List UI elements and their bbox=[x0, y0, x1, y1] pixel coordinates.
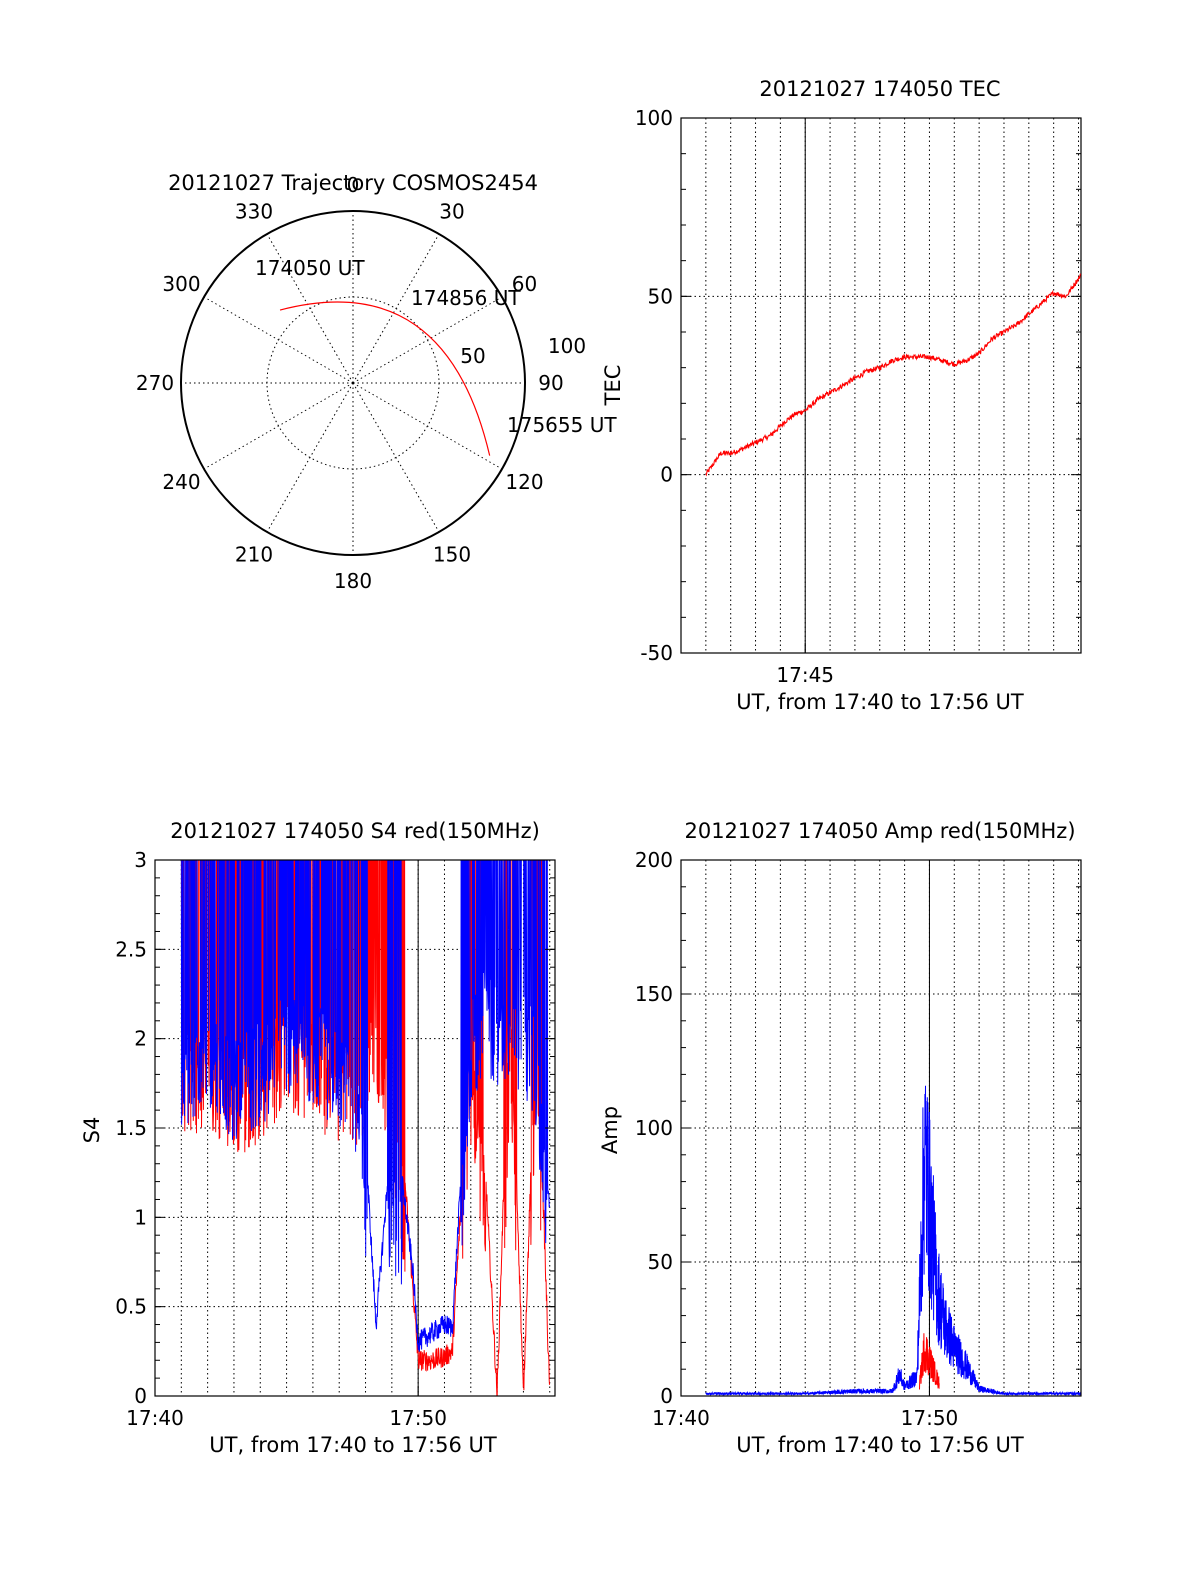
amp-series-line bbox=[919, 1333, 940, 1390]
amp-ylabel: Amp bbox=[598, 1106, 622, 1154]
amp-title: 20121027 174050 Amp red(150MHz) bbox=[684, 819, 1075, 843]
tec-y-ticks: -50 0 50 100 bbox=[635, 106, 1081, 665]
polar-panel: 20121027 Trajectory COSMOS2454 0 30 60 90 12… bbox=[136, 171, 617, 593]
tec-frame bbox=[680, 117, 1082, 654]
amp-ytick-label: 50 bbox=[648, 1250, 673, 1274]
amp-ytick-label: 150 bbox=[635, 982, 673, 1006]
tec-ytick-label: 0 bbox=[660, 463, 673, 487]
tec-ytick-label: 50 bbox=[648, 284, 673, 308]
s4-grid bbox=[155, 860, 555, 1396]
s4-xlabel: UT, from 17:40 to 17:56 UT bbox=[209, 1433, 497, 1457]
s4-ytick-label: 2 bbox=[134, 1027, 147, 1051]
polar-spoke bbox=[266, 233, 354, 384]
s4-title: 20121027 174050 S4 red(150MHz) bbox=[170, 819, 540, 843]
trajectory-label-start: 174050 UT bbox=[255, 256, 365, 280]
amp-y-ticks: 0 50 100 150 200 bbox=[635, 848, 1081, 1408]
trajectory-label-mid: 174856 UT bbox=[411, 286, 521, 310]
s4-ytick-label: 3 bbox=[134, 848, 147, 872]
polar-spokes bbox=[181, 211, 525, 555]
polar-azimuth-label: 0 bbox=[347, 173, 360, 197]
amp-panel: 20121027 174050 Amp red(150MHz) 0 50 100 15… bbox=[598, 819, 1082, 1457]
amp-ytick-label: 100 bbox=[635, 1116, 673, 1140]
amp-series bbox=[705, 1085, 1082, 1397]
polar-azimuth-label: 180 bbox=[334, 569, 372, 593]
amp-xtick-label: 17:40 bbox=[652, 1406, 710, 1430]
tec-ytick-label: -50 bbox=[640, 641, 673, 665]
amp-xtick-label: 17:50 bbox=[901, 1406, 959, 1430]
polar-trajectory-path bbox=[279, 301, 491, 456]
trajectory-label-end: 175655 UT bbox=[507, 413, 617, 437]
s4-ytick-label: 2.5 bbox=[115, 937, 147, 961]
tec-ylabel: TEC bbox=[601, 365, 625, 407]
tec-x-ticks: 17:45 bbox=[776, 643, 834, 687]
amp-grid bbox=[681, 860, 1081, 1396]
polar-azimuth-label: 270 bbox=[136, 371, 174, 395]
tec-series bbox=[705, 273, 1082, 477]
s4-series bbox=[180, 860, 550, 1396]
polar-ring-label-100: 100 bbox=[548, 334, 586, 358]
polar-azimuth-label: 30 bbox=[439, 200, 464, 224]
s4-y-ticks: 0 0.5 1 1.5 2 2.5 3 bbox=[115, 848, 555, 1408]
polar-spoke bbox=[203, 296, 354, 384]
tec-title: 20121027 174050 TEC bbox=[759, 77, 1000, 101]
amp-ytick-label: 0 bbox=[660, 1384, 673, 1408]
polar-spoke bbox=[203, 382, 354, 470]
s4-panel: 20121027 174050 S4 red(150MHz) 0 0.5 1 1.5 2… bbox=[80, 819, 556, 1457]
polar-spoke bbox=[266, 382, 354, 533]
polar-title: 20121027 Trajectory COSMOS2454 bbox=[168, 171, 538, 195]
polar-azimuth-labels: 0 30 60 90 120 150 180 210 240 270 300 330 bbox=[136, 173, 564, 593]
amp-x-ticks: 17:40 17:50 bbox=[652, 1386, 958, 1430]
tec-series-line bbox=[705, 273, 1082, 477]
tec-xlabel: UT, from 17:40 to 17:56 UT bbox=[736, 690, 1024, 714]
tec-grid bbox=[681, 118, 1081, 653]
s4-xtick-label: 17:50 bbox=[389, 1406, 447, 1430]
polar-azimuth-label: 60 bbox=[512, 272, 537, 296]
s4-x-ticks: 17:40 17:50 bbox=[126, 1386, 447, 1430]
polar-azimuth-label: 330 bbox=[235, 200, 273, 224]
polar-azimuth-label: 150 bbox=[433, 542, 471, 566]
s4-ytick-label: 1 bbox=[134, 1205, 147, 1229]
amp-ytick-label: 200 bbox=[635, 848, 673, 872]
s4-ylabel: S4 bbox=[80, 1117, 104, 1144]
polar-azimuth-label: 210 bbox=[235, 542, 273, 566]
s4-ytick-label: 0.5 bbox=[115, 1295, 147, 1319]
polar-spoke bbox=[352, 382, 503, 470]
amp-series-line bbox=[705, 1085, 1082, 1397]
s4-series-line bbox=[180, 860, 550, 1352]
s4-ytick-label: 1.5 bbox=[115, 1116, 147, 1140]
polar-azimuth-label: 90 bbox=[538, 371, 563, 395]
amp-xlabel: UT, from 17:40 to 17:56 UT bbox=[736, 1433, 1024, 1457]
polar-spoke bbox=[352, 233, 440, 384]
polar-ring-label-50: 50 bbox=[460, 344, 485, 368]
polar-spoke bbox=[352, 296, 503, 384]
s4-ytick-label: 0 bbox=[134, 1384, 147, 1408]
tec-ytick-label: 100 bbox=[635, 106, 673, 130]
polar-azimuth-label: 300 bbox=[162, 272, 200, 296]
polar-azimuth-label: 240 bbox=[162, 470, 200, 494]
polar-azimuth-label: 120 bbox=[505, 470, 543, 494]
s4-xtick-label: 17:40 bbox=[126, 1406, 184, 1430]
tec-xtick-label: 17:45 bbox=[776, 663, 834, 687]
polar-spoke bbox=[352, 382, 440, 533]
